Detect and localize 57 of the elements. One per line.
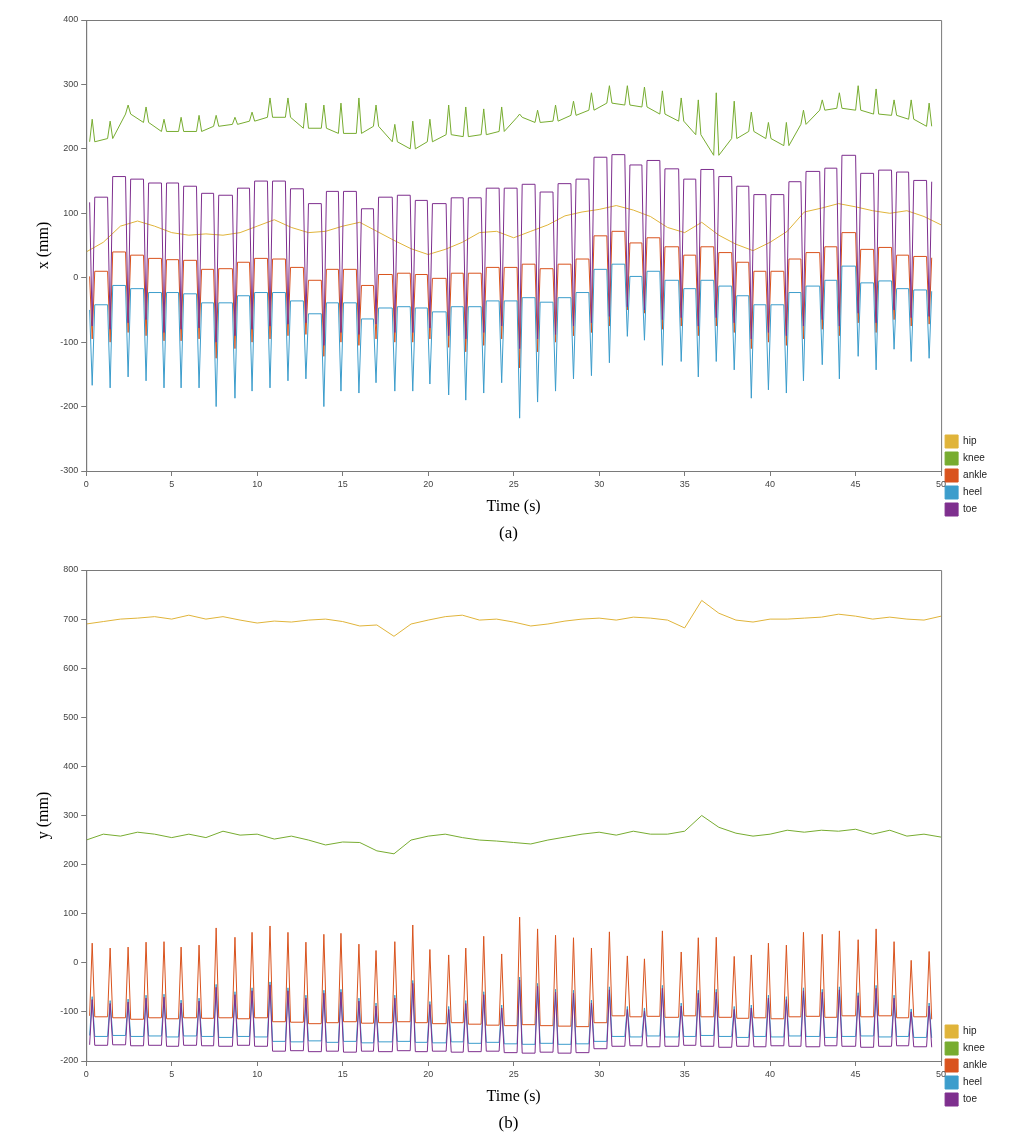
x-tick-label: 35 [679, 478, 690, 489]
y-axis-title: y (mm) [33, 791, 52, 840]
y-tick-label: 200 [63, 143, 79, 154]
x-tick-label: 15 [337, 478, 348, 489]
legend-label: ankle [963, 469, 988, 481]
y-tick-label: 600 [63, 662, 79, 673]
x-tick-label: 10 [252, 1068, 263, 1079]
x-tick-label: 15 [337, 1068, 348, 1079]
x-tick-label: 30 [594, 478, 605, 489]
x-tick-label: 50 [936, 1068, 947, 1079]
legend-label: heel [963, 486, 982, 498]
y-tick-label: 100 [63, 207, 79, 218]
y-tick-label: 500 [63, 711, 79, 722]
x-tick-label: 45 [850, 1068, 861, 1079]
y-tick-label: 100 [63, 908, 79, 919]
x-tick-label: 25 [508, 1068, 519, 1079]
x-tick-label: 5 [169, 478, 175, 489]
x-tick-label: 0 [83, 1068, 89, 1079]
y-tick-label: 0 [73, 272, 79, 283]
legend-label: toe [963, 503, 978, 515]
x-tick-label: 5 [169, 1068, 175, 1079]
legend-label: hip [963, 435, 977, 447]
legend-label: knee [963, 452, 986, 464]
x-tick-label: 50 [936, 478, 947, 489]
y-axis-title: x (mm) [33, 221, 52, 270]
y-tick-label: 300 [63, 78, 79, 89]
legend-label: ankle [963, 1059, 988, 1071]
y-tick-label: 800 [63, 564, 79, 575]
x-tick-label: 0 [83, 478, 89, 489]
text: (a) [498, 522, 519, 544]
x-tick-label: 10 [252, 478, 263, 489]
y-tick-label: 400 [63, 760, 79, 771]
legend-label: hip [963, 1025, 977, 1037]
x-axis-title: Time (s) [486, 1086, 541, 1105]
y-tick-label: -300 [60, 465, 79, 476]
y-tick-label: 700 [63, 613, 79, 624]
x-tick-label: 20 [423, 1068, 434, 1079]
x-tick-label: 45 [850, 478, 861, 489]
x-axis-title: Time (s) [486, 496, 541, 515]
y-tick-label: 300 [63, 809, 79, 820]
x-tick-label: 25 [508, 478, 519, 489]
x-tick-label: 20 [423, 478, 434, 489]
y-tick-label: -100 [60, 1006, 79, 1017]
y-tick-label: -200 [60, 1055, 79, 1066]
legend-label: knee [963, 1042, 986, 1054]
x-tick-label: 40 [765, 478, 776, 489]
y-tick-label: -200 [60, 401, 79, 412]
legend-label: heel [963, 1076, 982, 1088]
y-tick-label: 400 [63, 14, 79, 25]
y-tick-label: -100 [60, 336, 79, 347]
y-tick-label: 200 [63, 859, 79, 870]
x-tick-label: 35 [679, 1068, 690, 1079]
text: (b) [497, 1112, 520, 1134]
x-tick-label: 40 [765, 1068, 776, 1079]
x-tick-label: 30 [594, 1068, 605, 1079]
legend-label: toe [963, 1093, 978, 1105]
y-tick-label: 0 [73, 957, 79, 968]
